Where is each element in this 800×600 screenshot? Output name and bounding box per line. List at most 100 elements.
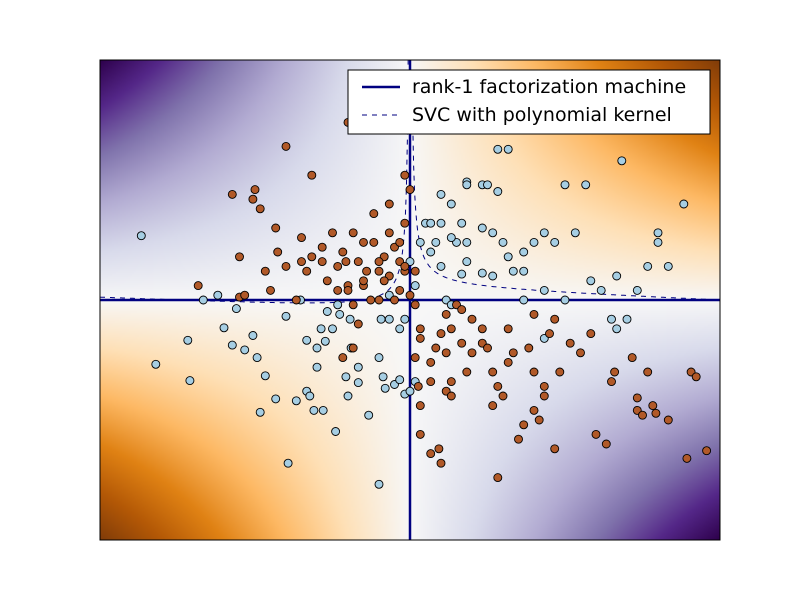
scatter-point-negative [410, 281, 420, 291]
legend-label-svc: SVC with polynomial kernel [412, 104, 672, 126]
scatter-point-positive [359, 237, 368, 247]
scatter-point-negative [612, 271, 622, 281]
scatter-point-positive [591, 429, 601, 439]
plot-frame [99, 59, 721, 541]
scatter-point-positive [426, 377, 436, 387]
scatter-point-negative [503, 144, 513, 154]
scatter-point-negative [281, 311, 291, 321]
scatter-point-negative [581, 180, 591, 190]
scatter-point-positive [307, 170, 317, 180]
scatter-point-positive [431, 343, 441, 353]
scatter-point-negative [252, 353, 262, 363]
scatter-point-negative [488, 228, 498, 238]
scatter-point-negative [183, 335, 193, 345]
scatter-point-negative [302, 335, 312, 345]
scatter-point-positive [493, 381, 503, 391]
scatter-point-negative [353, 378, 363, 388]
scatter-point-positive [446, 324, 456, 334]
scatter-point-negative [374, 479, 384, 489]
scatter-point-positive [415, 429, 425, 439]
scatter-point-positive [529, 367, 539, 377]
scatter-point-negative [343, 391, 353, 401]
scatter-point-positive [493, 473, 503, 483]
scatter-point-positive [410, 353, 420, 363]
scatter-point-negative [136, 231, 146, 241]
scatter-point-positive [374, 266, 384, 276]
scatter-point-positive [369, 237, 379, 247]
scatter-point-positive [348, 343, 358, 353]
scatter-point-negative [260, 371, 270, 381]
scatter-point-positive [627, 353, 637, 363]
scatter-point-positive [457, 338, 467, 348]
scatter-point-positive [322, 276, 332, 286]
scatter-point-positive [273, 247, 283, 257]
scatter-point-negative [653, 237, 663, 247]
scatter-point-positive [369, 209, 379, 219]
scatter-point-negative [488, 271, 498, 281]
scatter-point-negative [318, 405, 328, 415]
scatter-point-positive [441, 348, 451, 358]
scatter-point-negative [462, 180, 472, 190]
scatter-point-positive [610, 367, 620, 377]
scatter-point-positive [550, 444, 560, 454]
scatter-point-negative [539, 285, 549, 295]
scatter-point-positive [488, 401, 498, 411]
scatter-point-positive [250, 185, 260, 195]
scatter-point-positive [539, 381, 549, 391]
scatter-point-negative [632, 285, 642, 295]
scatter-point-positive [555, 367, 565, 377]
scatter-point-positive [395, 237, 405, 247]
scatter-point-negative [271, 394, 281, 404]
scatter-point-positive [436, 329, 446, 339]
scatter-point-negative [457, 218, 467, 228]
scatter-point-positive [317, 257, 327, 267]
scatter-point-positive [405, 185, 415, 195]
scatter-point-positive [576, 348, 585, 358]
scatter-point-positive [586, 329, 596, 339]
scatter-point-negative [493, 187, 503, 196]
scatter-point-negative [345, 314, 355, 324]
scatter-point-negative [374, 353, 384, 363]
scatter-point-negative [227, 340, 237, 350]
scatter-point-positive [359, 276, 368, 286]
scatter-point-positive [362, 266, 372, 276]
scatter-point-positive [374, 295, 384, 305]
scatter-point-negative [255, 407, 265, 417]
scatter-point-negative [305, 391, 315, 401]
scatter-point-negative [607, 314, 616, 324]
scatter-point-positive [193, 281, 203, 291]
scatter-point-positive [426, 449, 436, 459]
scatter-point-negative [436, 189, 446, 199]
scatter-point-negative [493, 144, 503, 154]
scatter-point-positive [248, 194, 258, 204]
scatter-point-positive [266, 285, 275, 295]
scatter-point-negative [312, 362, 322, 372]
scatter-point-positive [446, 377, 456, 387]
scatter-point-positive [539, 391, 549, 401]
scatter-point-positive [281, 261, 291, 271]
scatter-point-positive [648, 401, 658, 411]
scatter-point-positive [395, 285, 405, 295]
scatter-point-negative [436, 218, 446, 228]
scatter-point-negative [331, 427, 341, 436]
scatter-point-positive [366, 295, 376, 305]
scatter-point-negative [431, 237, 441, 247]
scatter-point-positive [503, 357, 513, 367]
scatter-point-positive [333, 261, 343, 271]
scatter-point-positive [260, 266, 270, 276]
scatter-point-negative [415, 237, 425, 247]
scatter-point-negative [679, 199, 689, 209]
svc-boundary-curve [412, 115, 720, 301]
scatter-point-negative [457, 269, 467, 279]
scatter-point-positive [702, 446, 712, 456]
scatter-point-negative [560, 180, 570, 190]
scatter-point-positive [405, 290, 415, 300]
scatter-point-positive [317, 242, 327, 252]
scatter-point-positive [415, 401, 425, 411]
scatter-point-positive [467, 348, 477, 358]
scatter-point-positive [607, 377, 616, 387]
scatter-point-negative [219, 323, 229, 333]
scatter-point-positive [297, 257, 306, 267]
scatter-point-positive [379, 276, 389, 286]
